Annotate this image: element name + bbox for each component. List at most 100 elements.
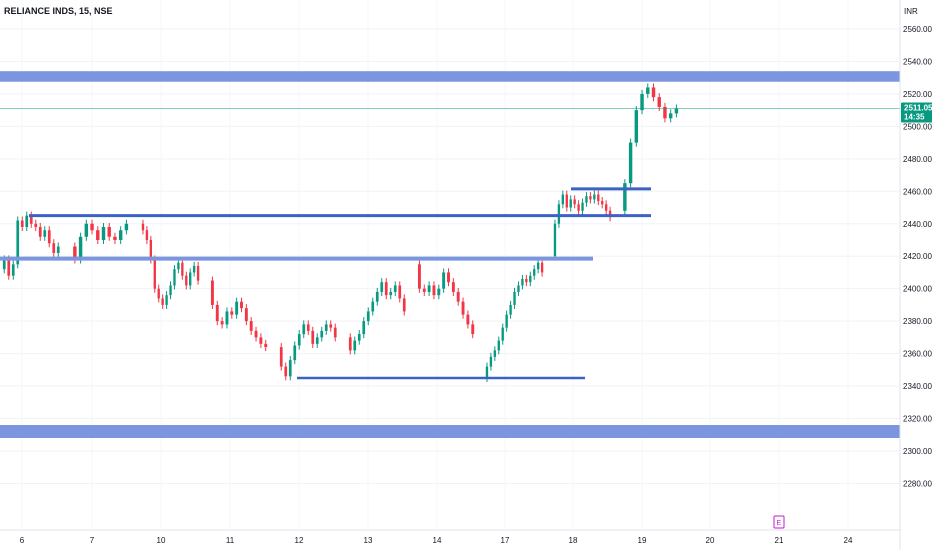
candle-body xyxy=(485,366,489,378)
x-tick-label: 12 xyxy=(295,536,304,545)
candle-body xyxy=(640,93,644,111)
candle-body xyxy=(2,259,6,270)
candle-body xyxy=(384,282,388,296)
candle-body xyxy=(169,285,172,296)
candle-body xyxy=(192,265,196,273)
candle-body xyxy=(7,259,11,276)
candle-body xyxy=(306,324,310,331)
earnings-marker[interactable]: E xyxy=(773,515,785,529)
candle-body xyxy=(517,285,520,292)
candle-body xyxy=(311,330,315,344)
candle-body xyxy=(288,360,292,377)
candle-body xyxy=(34,223,38,228)
candle-body xyxy=(497,340,500,351)
candle-body xyxy=(489,356,493,367)
candle-body xyxy=(513,291,516,305)
candle-body xyxy=(577,204,580,211)
candle-body xyxy=(417,264,421,289)
y-tick-label: 2560.00 xyxy=(903,25,932,34)
candle-body xyxy=(101,227,106,240)
candle-body xyxy=(525,278,528,283)
candle-body xyxy=(284,366,288,377)
candle-body xyxy=(220,321,224,325)
candle-body xyxy=(389,291,393,296)
y-tick-label: 2360.00 xyxy=(903,350,932,359)
candle-body xyxy=(447,272,450,283)
y-tick-label: 2380.00 xyxy=(903,317,932,326)
candle-body xyxy=(451,282,455,292)
candle-body xyxy=(597,194,600,202)
x-tick-label: 13 xyxy=(364,536,373,545)
y-tick-label: 2540.00 xyxy=(903,57,932,66)
chart-title: RELIANCE INDS, 15, NSE xyxy=(4,6,113,16)
candle-body xyxy=(215,304,219,322)
candle-body xyxy=(553,223,557,257)
x-tick-label: 14 xyxy=(433,536,442,545)
horizontal-levels xyxy=(0,187,651,380)
candle-body xyxy=(157,288,160,299)
candle-body xyxy=(540,262,544,273)
candle-body xyxy=(565,194,568,208)
candle-body xyxy=(634,110,639,143)
x-tick-label: 7 xyxy=(90,536,95,545)
candle-body xyxy=(348,337,352,351)
candle-body xyxy=(585,196,588,203)
y-tick-label: 2440.00 xyxy=(903,220,932,229)
y-tick-label: 2420.00 xyxy=(903,252,932,261)
candlestick-series xyxy=(2,83,679,383)
x-tick-label: 17 xyxy=(501,536,510,545)
earnings-marker-box[interactable] xyxy=(773,515,785,529)
candle-body xyxy=(663,106,667,119)
x-tick-label: 21 xyxy=(775,536,784,545)
candle-body xyxy=(402,298,406,312)
candle-body xyxy=(674,108,679,114)
candle-body xyxy=(165,295,168,305)
candle-body xyxy=(362,321,366,335)
x-tick-label: 20 xyxy=(706,536,715,545)
candle-body xyxy=(569,199,572,208)
candle-body xyxy=(608,210,612,218)
currency-label: INR xyxy=(904,7,918,16)
candle-body xyxy=(432,285,436,296)
candle-body xyxy=(371,301,375,312)
candle-body xyxy=(353,340,357,351)
candle-body xyxy=(11,264,15,276)
candle-body xyxy=(557,204,561,224)
candle-body xyxy=(536,262,540,270)
candle-body xyxy=(96,230,100,240)
candle-body xyxy=(357,334,361,341)
candle-body xyxy=(375,291,379,302)
candle-body xyxy=(320,330,324,338)
time-axis: 6 7 10 11 12 13 14 17 18 19 20 21 24 xyxy=(0,529,900,545)
candle-body xyxy=(393,285,397,292)
candle-body xyxy=(196,265,200,281)
candle-body xyxy=(302,324,306,335)
candle-body xyxy=(315,337,319,344)
candle-body xyxy=(240,301,243,309)
candle-body xyxy=(398,285,402,299)
candle-body xyxy=(505,314,508,328)
candle-body xyxy=(366,311,370,322)
candle-body xyxy=(573,199,576,205)
candle-body xyxy=(124,223,129,231)
candle-body xyxy=(47,230,51,244)
candle-body xyxy=(90,223,94,231)
support-resistance-zones xyxy=(0,71,900,438)
candle-body xyxy=(249,321,253,331)
x-tick-label: 18 xyxy=(569,536,578,545)
candle-body xyxy=(189,272,192,286)
candle-body xyxy=(145,230,149,240)
candle-body xyxy=(113,236,117,240)
candle-body xyxy=(210,280,214,305)
x-tick-label: 24 xyxy=(844,536,853,545)
candle-body xyxy=(437,288,441,296)
candle-body xyxy=(593,194,596,200)
candle-body xyxy=(29,215,33,224)
candle-body xyxy=(279,347,283,367)
candle-body xyxy=(427,285,431,292)
candle-body xyxy=(297,334,301,346)
candle-body xyxy=(657,97,661,107)
candle-body xyxy=(333,327,337,338)
candle-body xyxy=(628,142,633,184)
